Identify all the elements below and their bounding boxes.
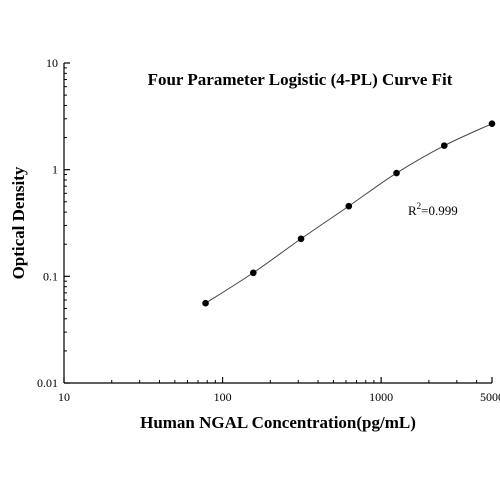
chart-title: Four Parameter Logistic (4-PL) Curve Fit [148, 70, 453, 89]
x-axis-label: Human NGAL Concentration(pg/mL) [140, 413, 416, 432]
y-axis-label: Optical Density [9, 166, 28, 279]
r-squared-superscript: 2 [417, 201, 422, 211]
data-point [202, 299, 209, 307]
r-squared-annotation: R2=0.999 [408, 201, 458, 218]
x-tick-label: 1000 [369, 390, 393, 404]
r-squared-base: R [408, 203, 417, 218]
data-point [440, 142, 448, 149]
x-tick-label: 100 [214, 390, 232, 404]
y-tick-label: 1 [52, 163, 58, 177]
data-point [297, 235, 305, 243]
data-points-layer [202, 120, 496, 307]
y-tick-label: 0.01 [37, 376, 58, 390]
y-tick-label: 0.1 [43, 269, 58, 283]
data-point [393, 169, 400, 177]
data-point [250, 269, 257, 277]
axes-layer: 0.01 0.1 1 10 10 100 1000 5000 [37, 56, 500, 404]
data-point [345, 202, 353, 210]
x-tick-label: 10 [58, 390, 70, 404]
r-squared-value: =0.999 [421, 203, 458, 218]
y-tick-label: 10 [46, 56, 58, 70]
x-tick-label: 5000 [480, 390, 500, 404]
data-point [488, 120, 496, 127]
